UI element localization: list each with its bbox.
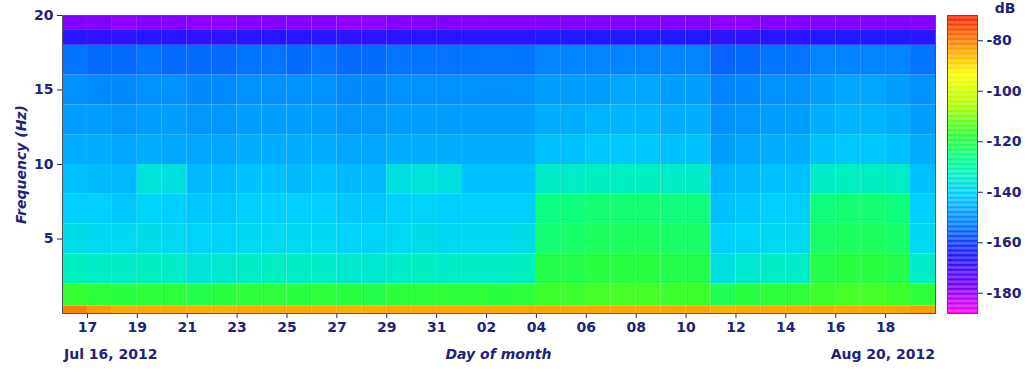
svg-text:10: 10: [676, 319, 696, 335]
svg-text:14: 14: [776, 319, 796, 335]
svg-text:18: 18: [876, 319, 895, 335]
html-text:Aug 20, 2012: Aug 20, 2012: [830, 346, 935, 362]
svg-text:04: 04: [527, 319, 547, 335]
html-text:Jul 16, 2012: Jul 16, 2012: [64, 346, 158, 362]
svg-text:-180: -180: [987, 285, 1022, 301]
svg-text:16: 16: [826, 319, 845, 335]
svg-text:10: 10: [34, 156, 54, 172]
svg-text:5: 5: [44, 230, 54, 246]
svg-text:06: 06: [577, 319, 596, 335]
svg-text:27: 27: [327, 319, 346, 335]
svg-text:dB: dB: [995, 0, 1016, 16]
svg-text:15: 15: [34, 81, 53, 97]
svg-text:31: 31: [427, 319, 446, 335]
svg-text:08: 08: [626, 319, 645, 335]
svg-text:Frequency (Hz): Frequency (Hz): [13, 105, 29, 224]
html-text:Day of month: Day of month: [445, 346, 552, 362]
svg-text:-160: -160: [987, 234, 1022, 250]
svg-text:-80: -80: [987, 32, 1013, 48]
svg-text:02: 02: [477, 319, 496, 335]
svg-text:-140: -140: [987, 184, 1022, 200]
svg-text:29: 29: [377, 319, 396, 335]
svg-text:21: 21: [177, 319, 196, 335]
svg-text:25: 25: [277, 319, 296, 335]
svg-text:19: 19: [128, 319, 147, 335]
svg-text:-100: -100: [987, 83, 1022, 99]
svg-text:-120: -120: [987, 133, 1022, 149]
svg-text:12: 12: [726, 319, 745, 335]
svg-text:17: 17: [78, 319, 97, 335]
svg-text:23: 23: [227, 319, 246, 335]
svg-text:20: 20: [34, 7, 54, 23]
